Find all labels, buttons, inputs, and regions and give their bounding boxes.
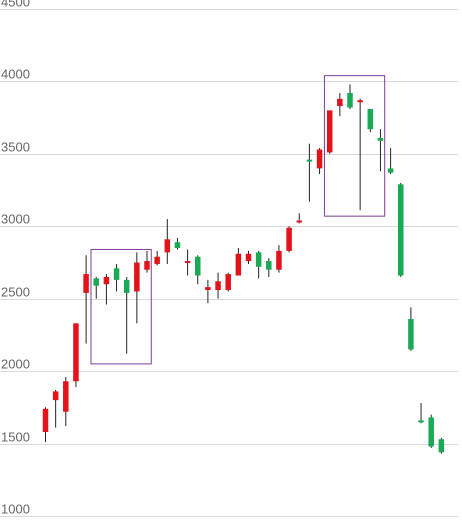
candles — [42, 84, 445, 454]
candle-17 — [205, 279, 211, 304]
candle-25 — [286, 226, 292, 253]
candle-39 — [428, 414, 434, 448]
candle-22 — [255, 250, 262, 279]
candle-body-26 — [296, 220, 302, 223]
candle-body-5 — [83, 274, 89, 293]
candle-body-21 — [245, 253, 252, 262]
candle-body-30 — [337, 98, 343, 107]
candle-32 — [357, 98, 363, 211]
candle-31 — [347, 84, 353, 109]
highlight-box-2 — [323, 75, 386, 217]
candle-body-6 — [93, 278, 99, 286]
candle-20 — [235, 248, 242, 276]
candle-body-31 — [347, 93, 353, 108]
highlight-box-1 — [90, 248, 152, 365]
candle-body-35 — [387, 168, 394, 173]
candle-18 — [215, 272, 221, 299]
candle-body-33 — [367, 108, 374, 130]
candle-2 — [52, 389, 59, 428]
candle-body-12 — [154, 256, 160, 264]
candle-body-1 — [42, 408, 49, 432]
candle-body-38 — [418, 420, 424, 423]
y-tick-label-1000: 1000 — [1, 502, 30, 517]
candle-body-39 — [428, 417, 434, 447]
candle-body-11 — [144, 261, 150, 270]
candle-body-15 — [184, 261, 191, 264]
candle-29 — [326, 110, 333, 154]
candle-body-9 — [123, 279, 130, 293]
candle-16 — [195, 255, 201, 285]
candle-24 — [276, 245, 282, 273]
candle-body-37 — [408, 318, 414, 350]
candle-27 — [306, 143, 313, 202]
candle-body-16 — [195, 256, 201, 276]
y-tick-label-4000: 4000 — [1, 67, 30, 82]
candle-body-28 — [316, 149, 323, 169]
candle-15 — [184, 249, 191, 276]
candle-body-36 — [398, 184, 404, 276]
candle-3 — [63, 376, 69, 427]
candle-19 — [225, 272, 231, 292]
candle-body-14 — [174, 242, 181, 249]
y-tick-label-2000: 2000 — [1, 357, 30, 372]
candle-body-20 — [235, 253, 242, 276]
candle-40 — [438, 437, 445, 454]
candle-body-25 — [286, 227, 292, 251]
candle-6 — [93, 276, 99, 299]
y-tick-label-2500: 2500 — [1, 285, 30, 300]
candle-26 — [296, 213, 302, 224]
candle-body-13 — [164, 239, 171, 253]
gridlines — [0, 9, 458, 517]
candle-body-4 — [73, 323, 79, 382]
candle-body-17 — [205, 287, 211, 291]
candle-7 — [103, 274, 110, 305]
candle-body-23 — [266, 261, 272, 270]
candle-body-40 — [438, 439, 445, 453]
candle-4 — [73, 323, 79, 388]
candle-34 — [377, 129, 384, 172]
candle-10 — [134, 252, 140, 324]
y-tick-label-3000: 3000 — [1, 212, 30, 227]
y-tick-label-4500: 4500 — [1, 0, 30, 10]
candle-36 — [398, 182, 404, 277]
candle-21 — [245, 250, 252, 264]
candle-1 — [42, 407, 49, 443]
candle-body-24 — [276, 250, 282, 270]
candle-14 — [174, 237, 181, 250]
candle-13 — [164, 219, 171, 264]
candle-body-10 — [134, 262, 140, 292]
candle-body-29 — [326, 110, 333, 153]
candle-30 — [337, 93, 343, 117]
candle-11 — [144, 250, 150, 273]
y-tick-label-1500: 1500 — [1, 430, 30, 445]
candle-37 — [408, 307, 414, 351]
candle-body-2 — [52, 391, 59, 401]
y-axis-tick-labels: 1000 1500 2000 2500 3000 3500 4000 4500 — [1, 0, 30, 517]
candle-body-18 — [215, 281, 221, 291]
candle-body-7 — [103, 276, 110, 285]
candle-28 — [316, 148, 323, 175]
candle-body-8 — [113, 268, 120, 280]
candle-12 — [154, 250, 160, 266]
candle-35 — [387, 148, 394, 175]
y-tick-label-3500: 3500 — [1, 140, 30, 155]
candle-38 — [418, 403, 424, 424]
candle-body-22 — [255, 252, 262, 267]
candle-body-3 — [63, 381, 69, 412]
candle-body-32 — [357, 100, 363, 103]
candle-5 — [83, 255, 89, 344]
candle-33 — [367, 108, 374, 133]
candle-8 — [113, 263, 120, 292]
candle-body-34 — [377, 137, 384, 141]
highlight-boxes — [90, 75, 386, 365]
candle-body-27 — [306, 159, 313, 162]
candle-body-19 — [225, 274, 231, 291]
candle-23 — [266, 258, 272, 277]
candle-9 — [123, 276, 130, 354]
